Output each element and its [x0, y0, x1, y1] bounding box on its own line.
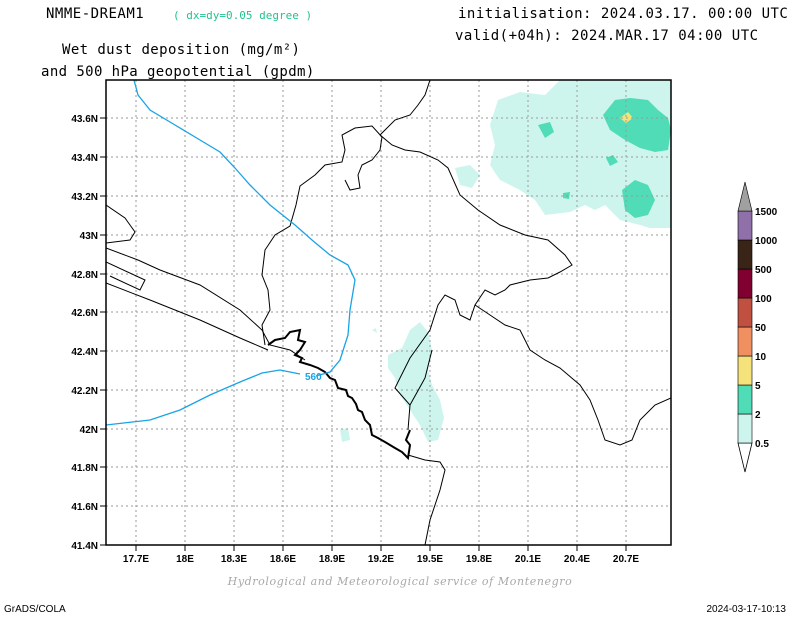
color-legend: 0.5 2 5 10 50 100 500 1000 1500 [737, 181, 778, 473]
credit-line: Hydrological and Meteorological service … [227, 575, 573, 588]
legend-label: 2 [755, 410, 761, 421]
legend-label: 5 [755, 381, 761, 392]
initialisation-time: initialisation: 2024.03.17. 00:00 UTC [458, 6, 789, 22]
legend-label: 500 [755, 265, 772, 276]
lon-label: 19.2E [368, 554, 394, 565]
legend-bottom-arrow [737, 442, 753, 473]
lat-label: 43.2N [71, 192, 98, 203]
map-title-line2: and 500 hPa geopotential (gpdm) [41, 64, 315, 80]
valid-time: valid(+04h): 2024.MAR.17 04:00 UTC [455, 28, 759, 44]
render-timestamp: 2024-03-17-10:13 [706, 604, 786, 615]
lat-label: 42.4N [71, 347, 98, 358]
legend-swatch [737, 210, 753, 241]
model-name: NMME-DREAM1 [46, 6, 145, 22]
lon-label: 19.8E [466, 554, 492, 565]
lat-label: 42.8N [71, 270, 98, 281]
lat-label: 42.2N [71, 386, 98, 397]
software-label: GrADS/COLA [4, 604, 66, 615]
country-borders [106, 80, 671, 545]
lon-label: 17.7E [123, 554, 149, 565]
lat-label: 42N [80, 425, 98, 436]
legend-label: 1000 [755, 236, 778, 247]
lat-label: 43.6N [71, 114, 98, 125]
legend-label: 10 [755, 352, 767, 363]
legend-top-arrow [737, 181, 753, 212]
lat-label: 41.6N [71, 502, 98, 513]
legend-label: 0.5 [755, 439, 769, 450]
lat-label: 43N [80, 231, 98, 242]
geopotential-contour-560 [106, 80, 356, 426]
lon-label: 19.5E [417, 554, 443, 565]
lon-label: 18.6E [270, 554, 296, 565]
legend-swatch [737, 326, 753, 357]
lat-label: 42.6N [71, 308, 98, 319]
legend-swatch [737, 268, 753, 299]
legend-swatch [737, 413, 753, 444]
legend-swatch [737, 384, 753, 415]
lon-label: 18.9E [319, 554, 345, 565]
lon-label: 20.7E [613, 554, 639, 565]
lat-label: 41.8N [71, 463, 98, 474]
lat-label: 41.4N [71, 541, 98, 552]
lat-label: 43.4N [71, 153, 98, 164]
graticule [106, 80, 671, 545]
lon-label: 20.4E [564, 554, 590, 565]
lon-label: 18E [176, 554, 194, 565]
contour-label: 560 [305, 372, 322, 383]
axis-ticks [100, 117, 627, 551]
legend-swatch [737, 297, 753, 328]
resolution-note: ( dx=dy=0.05 degree ) [173, 9, 313, 22]
lon-label: 20.1E [515, 554, 541, 565]
legend-labels: 0.5 2 5 10 50 100 500 1000 1500 [755, 207, 778, 450]
legend-swatch [737, 355, 753, 386]
legend-label: 100 [755, 294, 772, 305]
legend-swatch [737, 239, 753, 270]
legend-label: 50 [755, 323, 767, 334]
coastline [267, 328, 412, 461]
map-title-line1: Wet dust deposition (mg/m²) [62, 42, 301, 58]
latitude-labels: 43.6N 43.4N 43.2N 43N 42.8N 42.6N 42.4N … [71, 114, 98, 552]
longitude-labels: 17.7E 18E 18.3E 18.6E 18.9E 19.2E 19.5E … [123, 554, 639, 565]
legend-label: 1500 [755, 207, 778, 218]
lon-label: 18.3E [221, 554, 247, 565]
